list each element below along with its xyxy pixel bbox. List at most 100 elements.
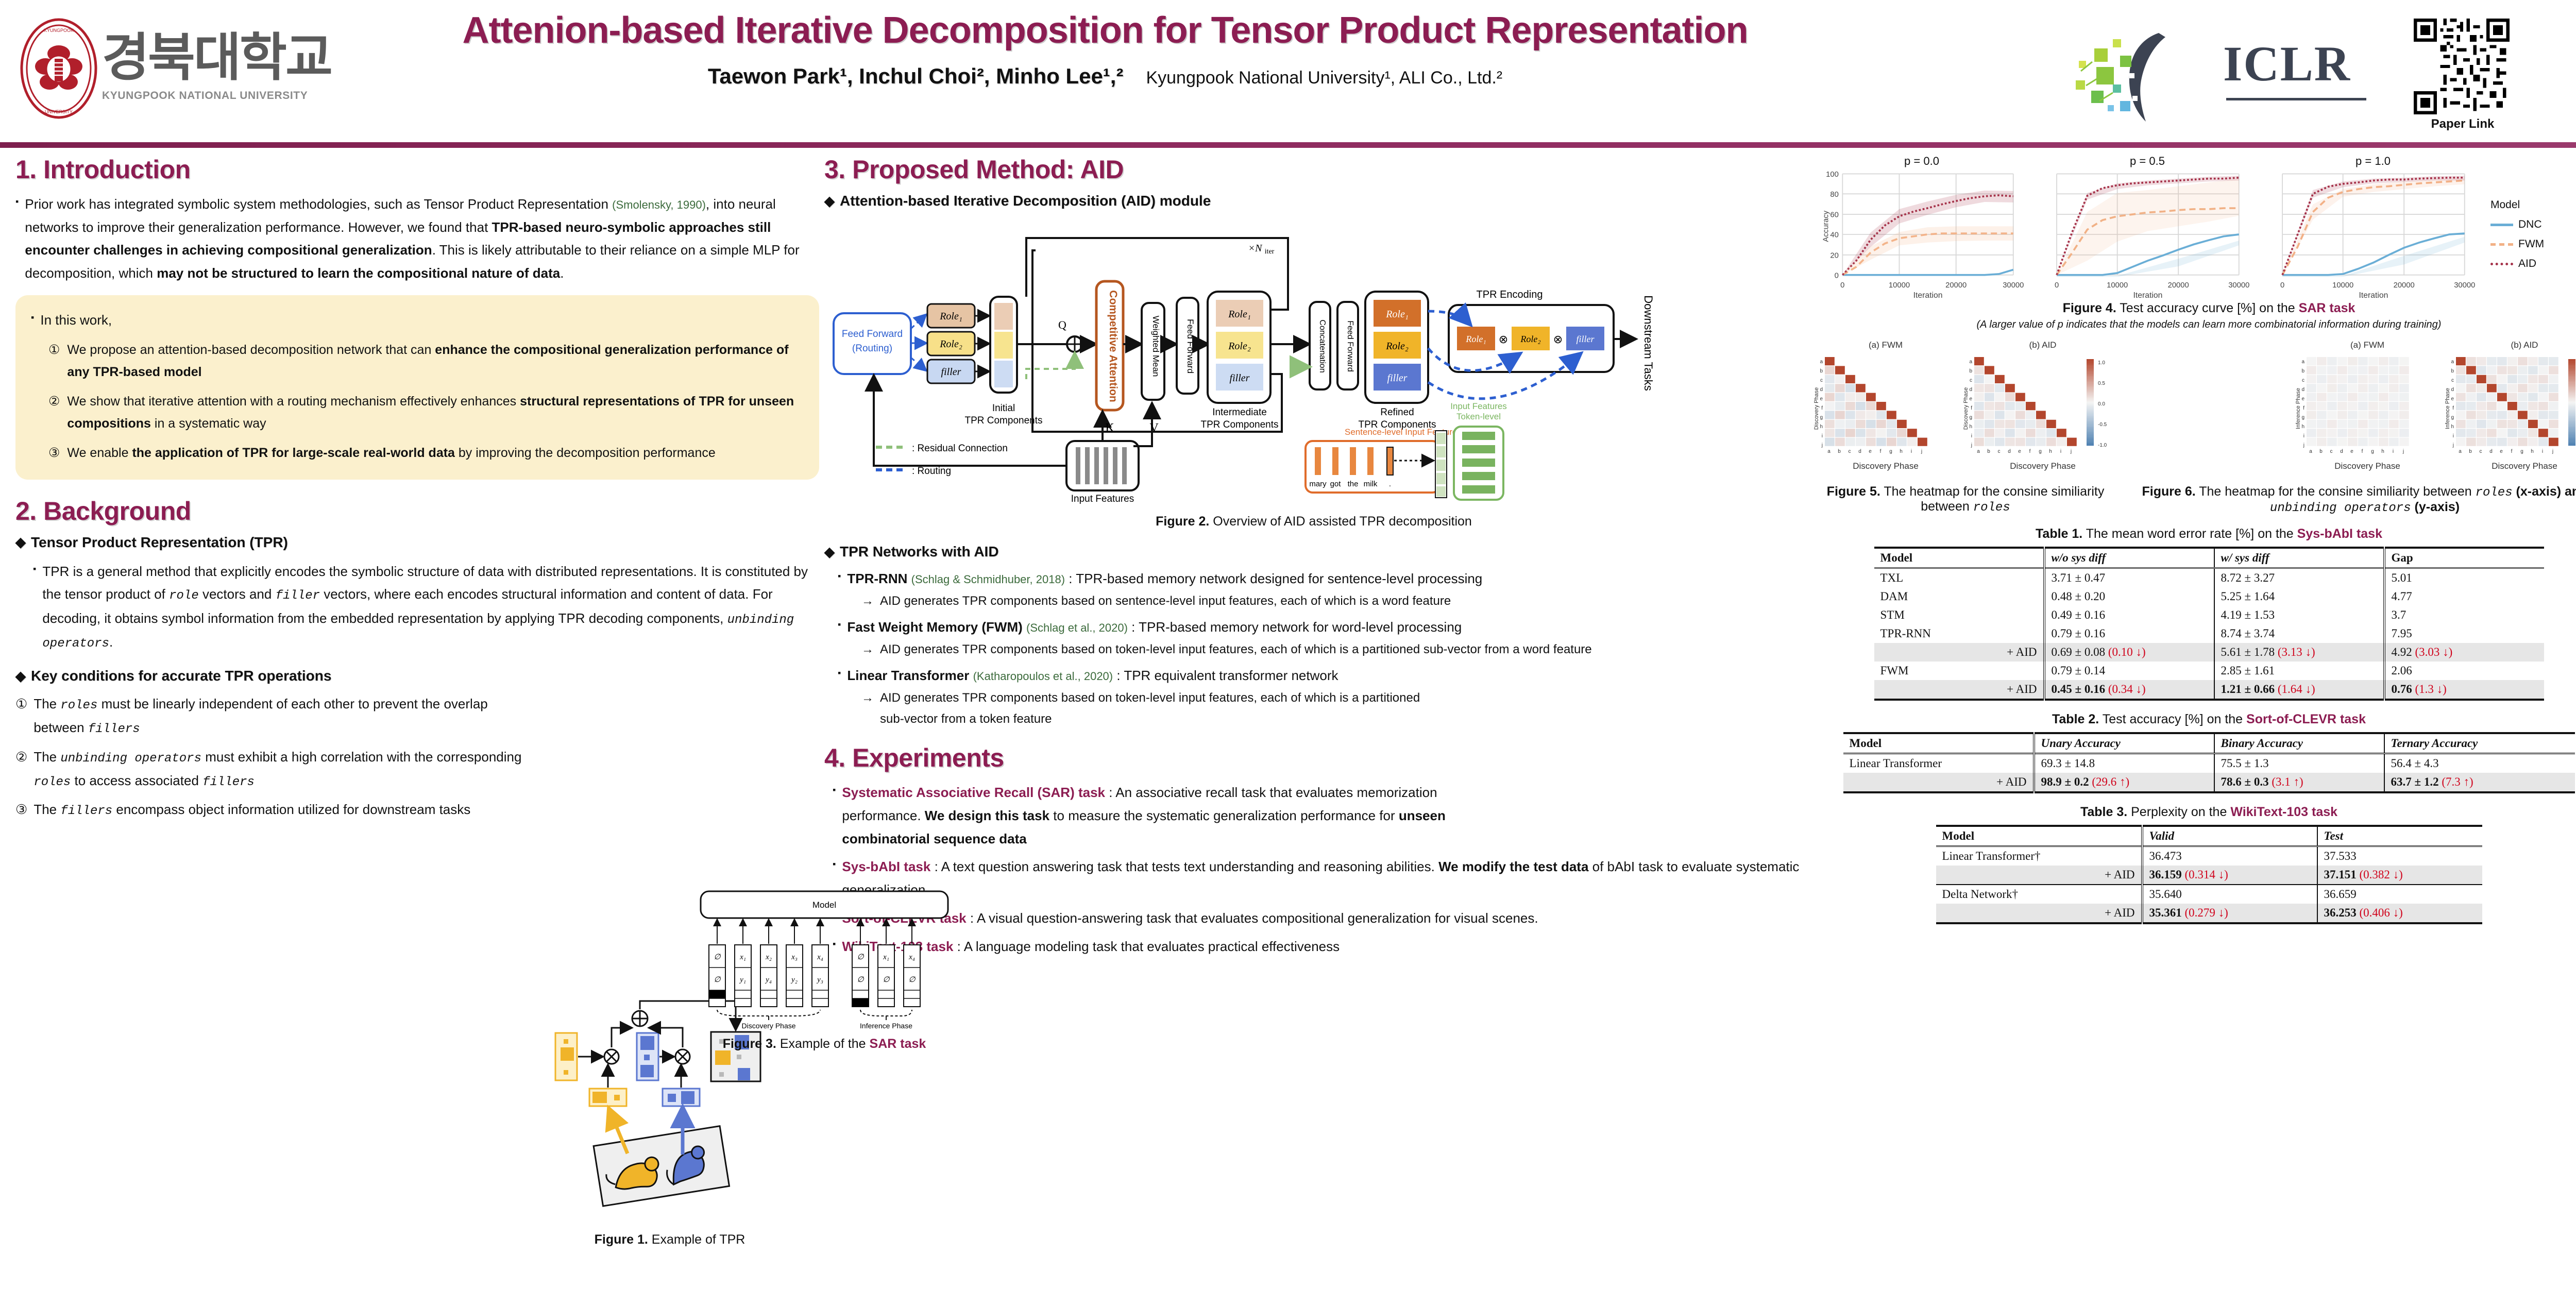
contribution-post: in a systematic way — [150, 416, 266, 431]
svg-text:i: i — [1822, 433, 1823, 439]
svg-text:d: d — [2008, 449, 2011, 454]
cell-model: + AID — [2105, 868, 2135, 881]
cell-value: 36.659 — [2316, 885, 2482, 904]
tpr-filler-term: filler — [275, 589, 320, 603]
header-divider — [0, 142, 2576, 148]
section-heading-method: 3. Proposed Method: AID — [824, 155, 1124, 184]
figure-4-label: Figure 4. — [2062, 301, 2116, 315]
chart-ylabel: Accuracy — [1822, 210, 1831, 242]
bullet-square-icon: ▪ — [838, 667, 841, 678]
chart-svg-p05: 0 10000 20000 30000 Iteration — [2055, 173, 2249, 299]
svg-text:c: c — [2302, 378, 2304, 383]
svg-text:c: c — [2330, 449, 2333, 454]
svg-text:Role₂: Role₂ — [1228, 341, 1251, 352]
table-row-header: Model w/o sys diff w/ sys diff Gap — [1874, 548, 2544, 569]
svg-text:y₁: y₁ — [739, 976, 746, 984]
tpr-description: ▪ TPR is a general method that explicitl… — [15, 560, 819, 655]
svg-text:g: g — [1889, 449, 1892, 454]
figure-1-caption-text: Example of TPR — [648, 1232, 745, 1247]
svg-text:1.0: 1.0 — [2098, 360, 2105, 366]
title-block: Attenion-based Iterative Decomposition f… — [422, 9, 1788, 89]
svg-text:60: 60 — [1830, 211, 1838, 219]
task-mid: to measure the systematic generalization… — [1049, 807, 1399, 823]
svg-text:KYUNGPOOK: KYUNGPOOK — [44, 28, 74, 33]
column-right: p = 0.0 0 20 40 60 80 100 Ac — [1814, 155, 2576, 924]
table-1-col-1: w/o sys diff — [2043, 548, 2214, 569]
svg-text:g: g — [2451, 415, 2454, 420]
in-this-work-label: In this work, — [40, 312, 112, 328]
table-1-caption: Table 1. The mean word error rate [%] on… — [1814, 527, 2576, 541]
svg-text:e: e — [1820, 396, 1823, 402]
chart-title-p00: p = 0.0 — [1904, 155, 1939, 167]
figure-1-label: Figure 1. — [594, 1232, 648, 1247]
heatmap-title-b-aid-6: (b) AID — [2511, 340, 2538, 350]
svg-text:g: g — [2520, 449, 2523, 454]
contribution-number: ③ — [48, 445, 60, 460]
condition-number: ③ — [15, 802, 28, 818]
cell-value: 36.159 (0.314 ↓) — [2141, 866, 2317, 885]
table-1-label: Table 1. — [2036, 527, 2083, 541]
chart-title-p10: p = 1.0 — [2355, 155, 2391, 167]
condition-mono-1: fillers — [60, 804, 113, 819]
svg-text:e: e — [2301, 396, 2304, 402]
network-item: ▪ Linear Transformer (Katharopoulos et a… — [824, 664, 1597, 687]
intro-text-d: . — [560, 265, 564, 281]
svg-text:Model: Model — [812, 900, 836, 910]
table-row-header: Model Unary Accuracy Binary Accuracy Ter… — [1843, 733, 2575, 754]
table-2-col-2: Binary Accuracy — [2213, 733, 2384, 754]
svg-text:h: h — [1900, 449, 1903, 454]
svg-text:d: d — [2489, 449, 2493, 454]
svg-text:e: e — [2451, 396, 2454, 402]
network-citation: (Schlag et al., 2020) — [1026, 621, 1128, 634]
svg-text:Feed Forward: Feed Forward — [1185, 319, 1195, 374]
section-heading-experiments: 4. Experiments — [824, 743, 1004, 773]
cell-model: Delta Network† — [1942, 888, 2019, 901]
cell-value: 75.5 ± 1.3 — [2213, 753, 2384, 773]
qr-caption: Paper Link — [2431, 117, 2495, 131]
svg-text:g: g — [2371, 449, 2374, 454]
svg-text:b: b — [1838, 449, 1841, 454]
table-row: Linear Transformer† 36.473 37.533 — [1936, 846, 2482, 866]
table-1-col-0: Model — [1874, 548, 2044, 569]
contribution-bold: structural representations of TPR for un… — [67, 394, 794, 431]
svg-text:Discovery Phase: Discovery Phase — [1814, 387, 1820, 430]
chart-p05: p = 0.5 — [2039, 155, 2256, 299]
svg-text:10000: 10000 — [2332, 281, 2353, 290]
cell-value: 3.7 — [2383, 606, 2544, 624]
table-3: Model Valid Test Linear Transformer† 36.4… — [1936, 825, 2482, 924]
subsection-key-conditions-label: Key conditions for accurate TPR operatio… — [31, 668, 332, 684]
bullet-square-icon: ▪ — [31, 312, 35, 323]
figure-3-block: Model — [680, 886, 969, 1051]
svg-text:20000: 20000 — [1945, 281, 1967, 290]
bullet-square-icon: ▪ — [833, 859, 836, 870]
conference-logo-block: ICLR — [2053, 9, 2576, 138]
svg-text:b: b — [2301, 368, 2304, 374]
svg-text:Role₁: Role₁ — [939, 311, 962, 322]
intro-text-b: , into neural networks to improve their … — [25, 196, 776, 235]
qr-code-icon[interactable] — [2414, 19, 2510, 114]
svg-text:a: a — [2309, 449, 2312, 454]
cell-delta: (3.13 ↓) — [2277, 646, 2315, 658]
svg-text:b: b — [1987, 449, 1990, 454]
legend-entry-aid: AID — [2490, 258, 2544, 270]
chart-xlabel: Iteration — [2133, 291, 2162, 299]
table-3-caption-highlight: WikiText-103 task — [2230, 805, 2338, 819]
inference-phase-label: Inference Phase — [860, 1022, 912, 1030]
paper-link-qr-block[interactable]: Paper Link — [2414, 19, 2512, 131]
condition-text-b: encompass object information utilized fo… — [112, 802, 471, 818]
svg-text:TPR Components: TPR Components — [964, 415, 1042, 426]
legend-entry-dnc: DNC — [2490, 218, 2544, 231]
cell-delta: (3.03 ↓) — [2415, 646, 2453, 658]
arrow-icon: → — [861, 642, 874, 656]
task-pre: : A language modeling task that evaluate… — [953, 938, 1340, 954]
cell-value: 5.25 ± 1.64 — [2213, 587, 2384, 606]
task-item: ▪ Sort-of-CLEVR task : A visual question… — [824, 907, 1803, 930]
legend-title: Model — [2490, 199, 2520, 211]
svg-text:j: j — [2552, 449, 2553, 454]
cell-delta: (0.10 ↓) — [2108, 646, 2146, 658]
condition-text-b: must be linearly independent of each oth… — [33, 696, 488, 736]
svg-text:Token-level: Token-level — [1456, 412, 1501, 421]
svg-text:0: 0 — [2280, 281, 2284, 290]
condition-text-a: The — [33, 696, 61, 712]
